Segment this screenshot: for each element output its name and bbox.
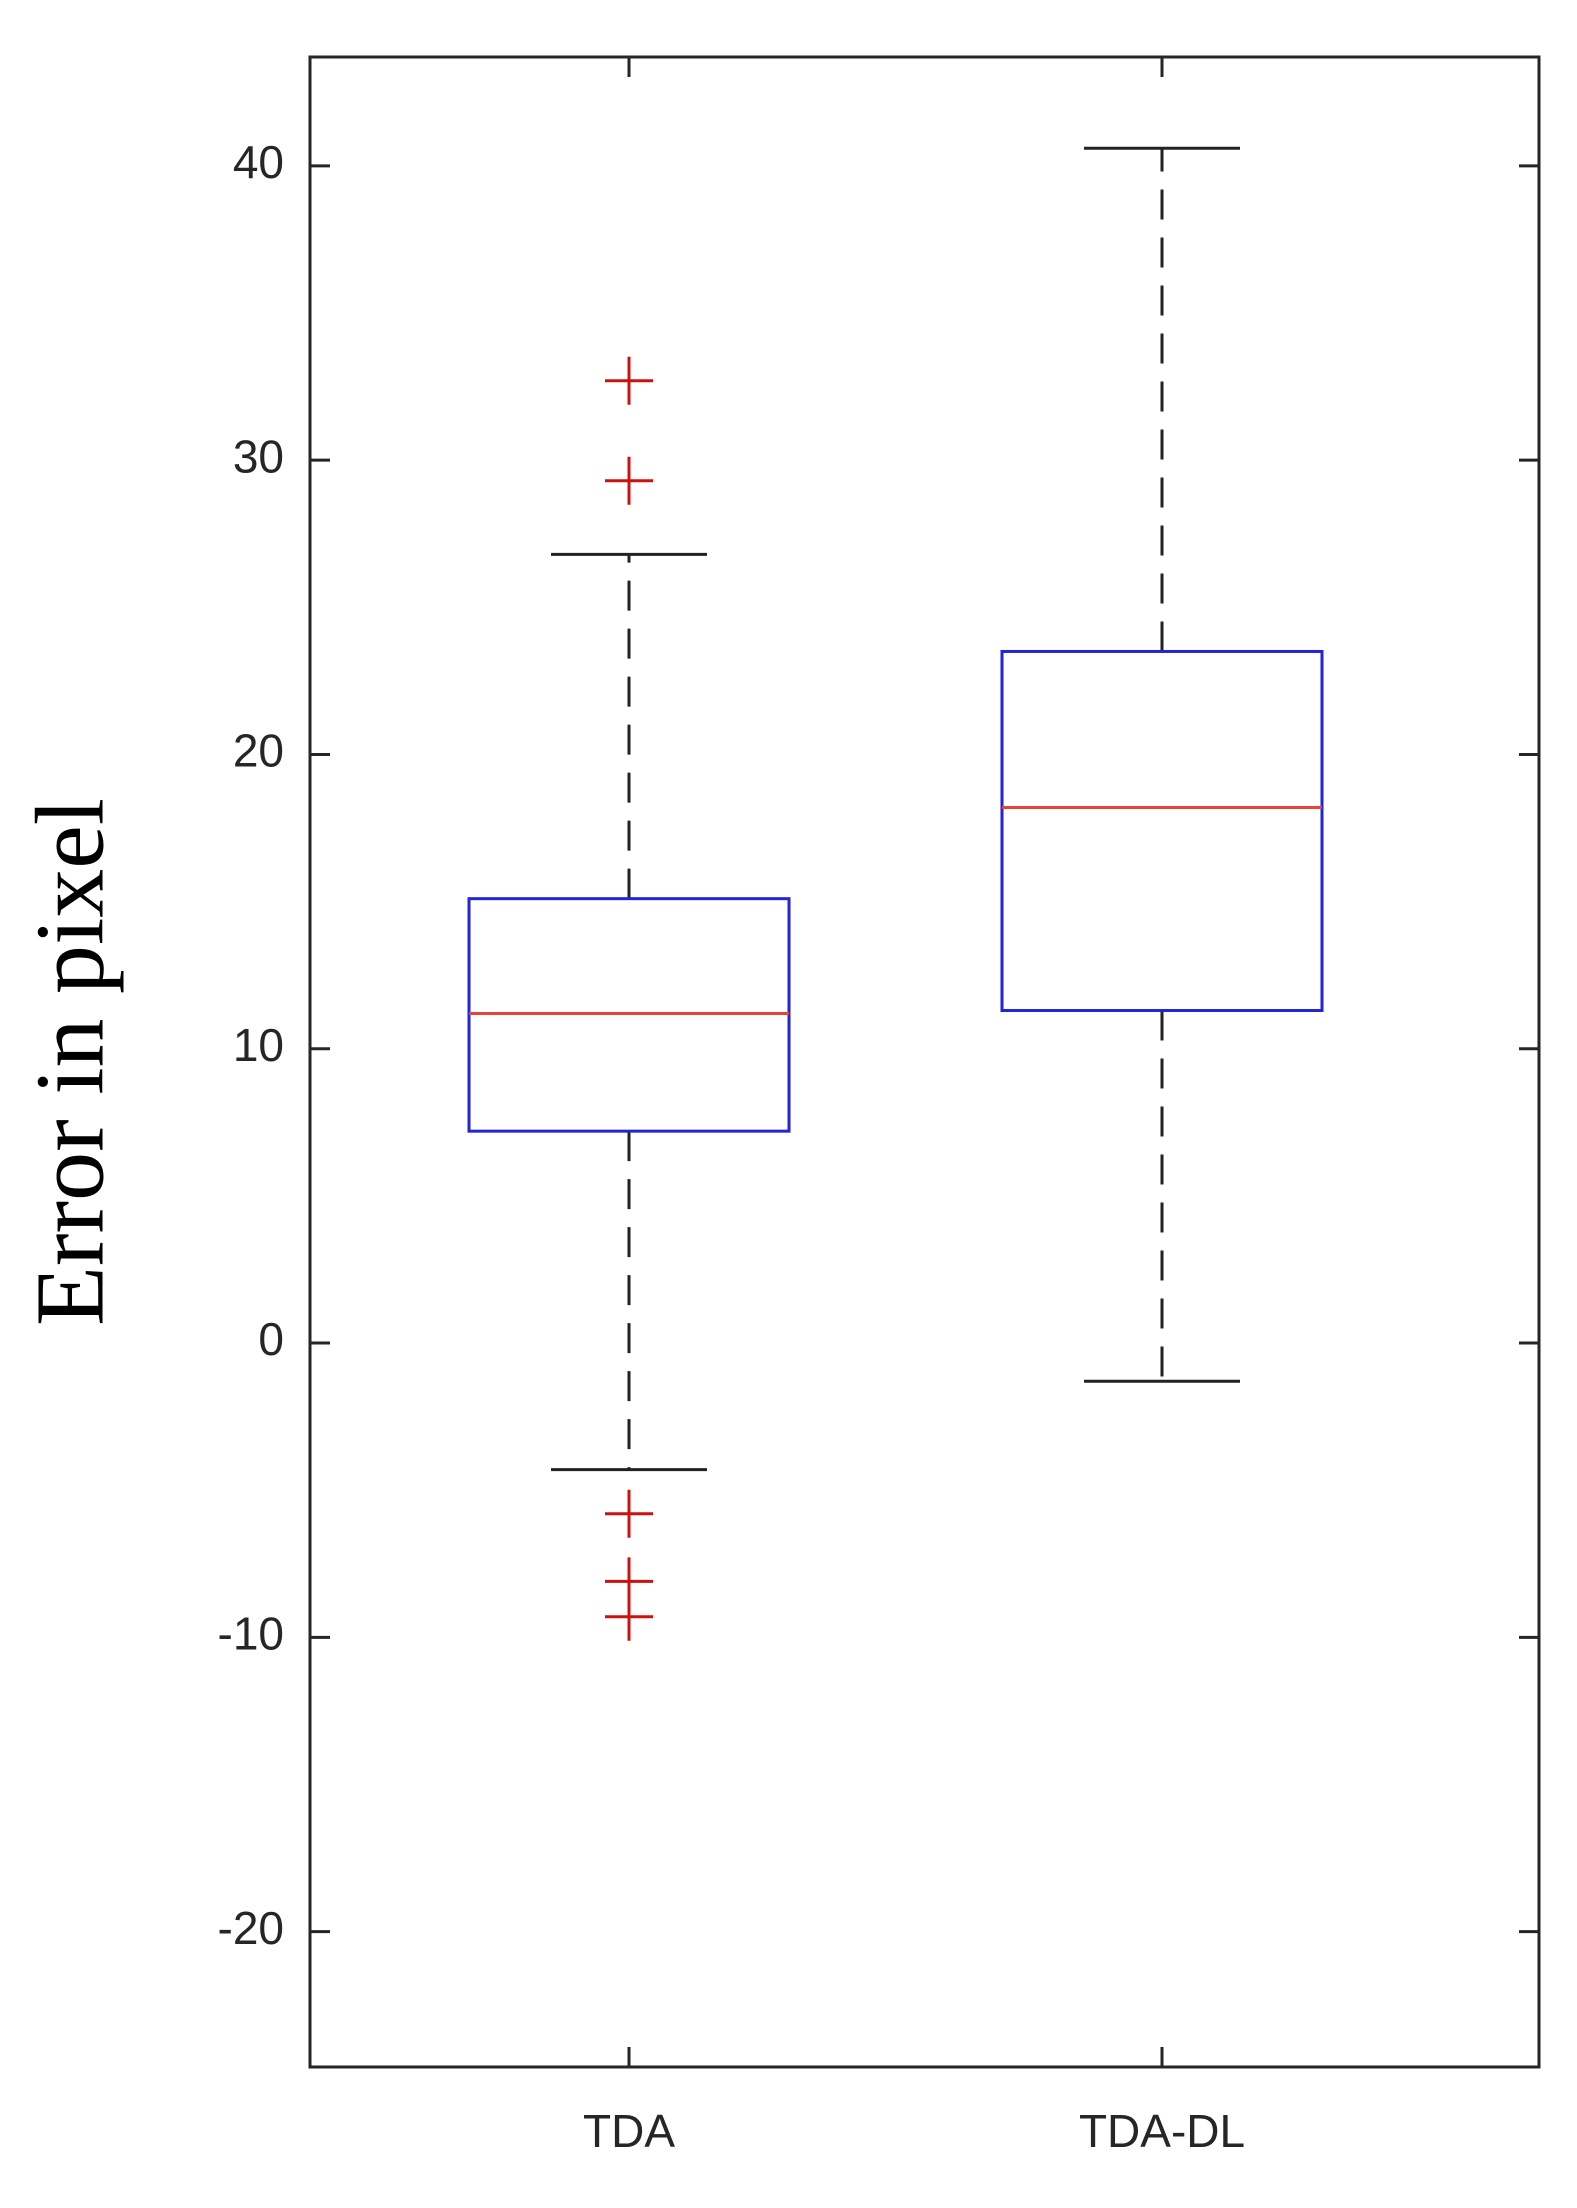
outlier [605,456,653,505]
y-axis-label: Error in pixel [16,798,124,1326]
y-tick-label: 0 [258,1313,284,1365]
outlier [605,1592,653,1641]
x-tick-label: TDA [583,2105,675,2157]
outlier [605,1489,653,1538]
y-tick-label: 20 [233,725,284,777]
y-tick-label: 30 [233,430,284,482]
y-tick-label: 40 [233,136,284,188]
x-tick-label: TDA-DL [1079,2105,1245,2157]
outlier [605,356,653,405]
box [1000,649,1324,1012]
y-tick-label: 10 [233,1019,284,1071]
plot-frame [308,55,1541,2069]
y-tick-label: -20 [218,1902,284,1954]
y-tick-label: -10 [218,1607,284,1659]
